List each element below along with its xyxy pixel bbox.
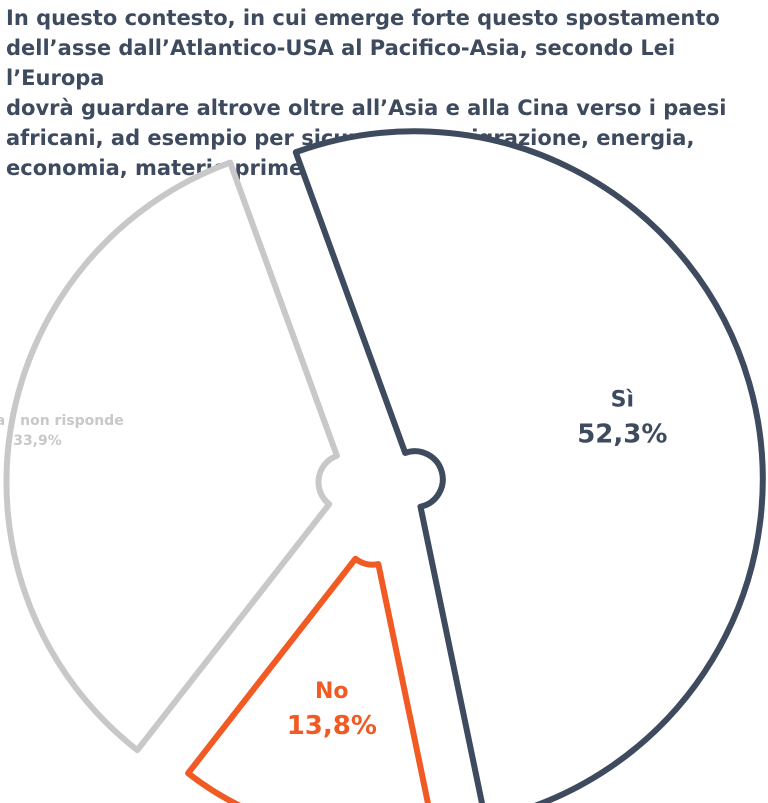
- pie-slice-si: [292, 128, 766, 803]
- slice-value-si: 52,3%: [577, 419, 667, 449]
- pie-labels: Sì 52,3% No 13,8% Non sa / non risponde 33,9%: [0, 387, 667, 741]
- chart-question: In questo contesto, in cui emerge forte …: [6, 6, 727, 180]
- slice-value-no: 13,8%: [287, 711, 377, 741]
- slice-value-non-sa-non-risponde: 33,9%: [13, 433, 62, 449]
- pie-slice-no: [185, 555, 431, 803]
- slice-label-no: No: [315, 679, 349, 704]
- slice-label-non-sa-non-risponde: Non sa / non risponde: [0, 413, 124, 429]
- pie-slices: [3, 128, 766, 803]
- pie-slice-non-sa-non-risponde: [3, 159, 340, 754]
- slice-label-si: Sì: [611, 387, 634, 412]
